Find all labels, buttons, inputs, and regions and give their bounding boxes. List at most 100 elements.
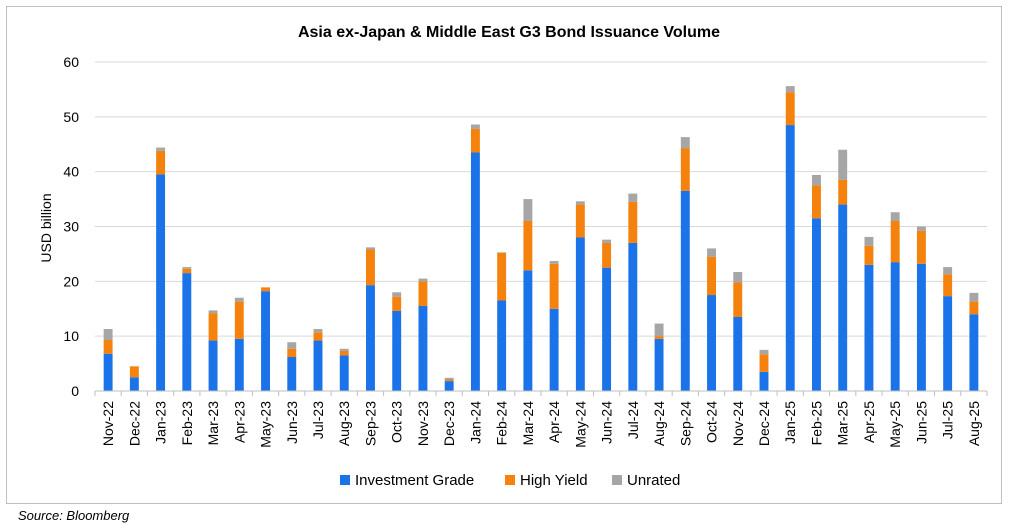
- bar-unrated: [785, 86, 795, 93]
- bar-investment-grade: [129, 377, 139, 391]
- bar-unrated: [418, 278, 428, 282]
- x-tick-label: Jul-25: [940, 401, 956, 439]
- source-note: Source: Bloomberg: [18, 508, 130, 523]
- bar-investment-grade: [575, 237, 585, 391]
- bar-investment-grade: [549, 308, 559, 391]
- bar-investment-grade: [890, 262, 900, 391]
- x-tick-label: Dec-22: [126, 401, 142, 446]
- x-tick-label: Apr-24: [546, 401, 562, 443]
- bar-unrated: [103, 329, 113, 341]
- bar-high-yield: [654, 336, 664, 339]
- x-tick-label: May-25: [887, 401, 903, 448]
- bar-unrated: [812, 174, 821, 186]
- bar-high-yield: [129, 366, 139, 378]
- bar-investment-grade: [602, 267, 612, 392]
- legend-label: Unrated: [627, 472, 680, 489]
- bar-high-yield: [103, 340, 113, 354]
- bar-unrated: [864, 236, 874, 246]
- x-tick-label: Aug-24: [651, 401, 667, 446]
- y-axis-label: USD billion: [38, 193, 54, 262]
- bar-unrated: [470, 124, 480, 129]
- bar-high-yield: [838, 179, 848, 205]
- bar-investment-grade: [785, 125, 795, 391]
- bar-investment-grade: [680, 190, 690, 391]
- bar-unrated: [680, 137, 690, 149]
- bar-investment-grade: [418, 306, 428, 391]
- x-tick-label: May-24: [572, 401, 588, 448]
- bar-unrated: [575, 201, 585, 205]
- bar-unrated: [602, 239, 612, 243]
- x-tick-label: Sep-23: [362, 401, 378, 446]
- x-tick-labels: Nov-22 Dec-22 Jan-23 Feb-23 Mar-23 Apr-23 May-…: [100, 401, 982, 448]
- bar-investment-grade: [943, 296, 953, 391]
- bar-investment-grade: [234, 338, 244, 391]
- bar-unrated: [969, 292, 979, 302]
- x-tick-label: Apr-23: [231, 401, 247, 443]
- x-tick-label: Sep-24: [677, 401, 693, 446]
- bar-unrated: [759, 349, 769, 355]
- bar-unrated: [890, 212, 900, 222]
- bar-high-yield: [339, 350, 349, 356]
- x-tick-label: Jan-24: [467, 401, 483, 444]
- bar-investment-grade: [103, 353, 113, 391]
- bar-unrated: [392, 292, 402, 297]
- legend-swatch: [612, 475, 622, 485]
- x-tick-label: Aug-25: [966, 401, 982, 446]
- bar-unrated: [313, 329, 323, 333]
- bar-investment-grade: [444, 381, 454, 391]
- bar-investment-grade: [261, 291, 270, 391]
- bar-unrated: [943, 267, 953, 275]
- bar-high-yield: [418, 281, 428, 306]
- y-tick-label: 10: [63, 328, 79, 344]
- chart-title: Asia ex-Japan & Middle East G3 Bond Issu…: [298, 24, 720, 41]
- x-tick-label: Nov-23: [415, 401, 431, 446]
- bar-investment-grade: [733, 316, 743, 391]
- bar-high-yield: [392, 296, 402, 311]
- bar-high-yield: [943, 274, 953, 297]
- bar-investment-grade: [313, 340, 323, 391]
- x-tick-label: Oct-24: [704, 401, 720, 443]
- bar-investment-grade: [339, 355, 349, 391]
- bar-high-yield: [549, 263, 559, 309]
- bar-high-yield: [733, 282, 743, 317]
- bar-unrated: [444, 377, 454, 380]
- bar-investment-grade: [392, 310, 402, 391]
- bar-high-yield: [575, 204, 585, 238]
- bar-unrated: [523, 199, 533, 222]
- bar-investment-grade: [864, 264, 874, 391]
- x-tick-label: Dec-23: [441, 401, 457, 446]
- bar-high-yield: [313, 332, 323, 341]
- bar-high-yield: [234, 301, 244, 339]
- x-tick-label: Jun-24: [599, 401, 615, 444]
- bar-high-yield: [864, 245, 874, 265]
- bar-investment-grade: [812, 218, 821, 391]
- bar-investment-grade: [156, 174, 166, 391]
- bar-unrated: [339, 348, 349, 351]
- x-tick-label: Oct-23: [389, 401, 405, 443]
- x-axis: [94, 390, 988, 396]
- bar-unrated: [733, 272, 743, 283]
- x-tick-label: Jul-23: [310, 401, 326, 439]
- bar-investment-grade: [182, 273, 192, 391]
- bar-high-yield: [785, 92, 795, 126]
- bar-high-yield: [523, 221, 533, 271]
- bar-high-yield: [182, 268, 192, 274]
- bar-investment-grade: [523, 270, 533, 391]
- bar-unrated: [916, 226, 926, 231]
- x-tick-label: Nov-22: [100, 401, 116, 446]
- x-tick-label: Jan-23: [153, 401, 169, 444]
- bar-unrated: [549, 261, 559, 264]
- x-tick-label: Feb-25: [808, 401, 824, 446]
- legend-swatch: [340, 475, 350, 485]
- bar-unrated: [234, 297, 244, 302]
- x-tick-label: Nov-24: [730, 401, 746, 446]
- bar-high-yield: [156, 150, 166, 175]
- y-tick-label: 20: [63, 273, 79, 289]
- x-tick-label: Mar-23: [205, 401, 221, 446]
- y-tick-label: 50: [63, 109, 79, 125]
- bar-unrated: [838, 149, 848, 180]
- legend-swatch: [505, 475, 515, 485]
- x-tick-label: Mar-25: [835, 401, 851, 446]
- bar-investment-grade: [838, 204, 848, 391]
